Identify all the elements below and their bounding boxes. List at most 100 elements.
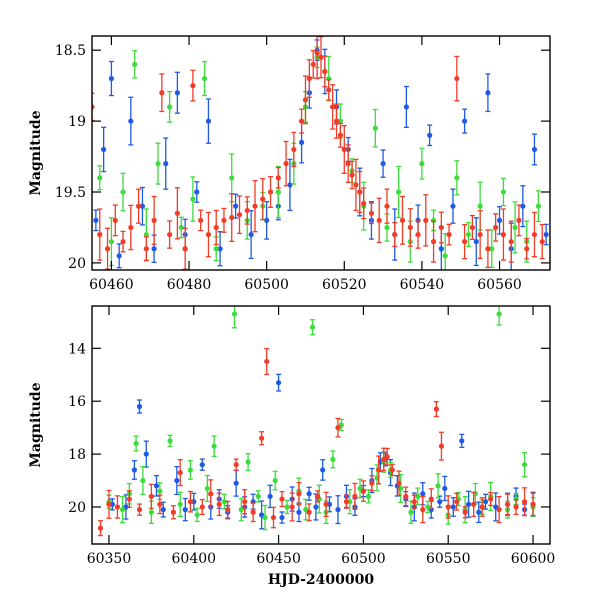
top-point <box>427 124 433 147</box>
top-point <box>159 73 165 113</box>
top-point <box>190 69 196 102</box>
bottom-point <box>289 492 295 522</box>
bottom-point <box>376 455 382 485</box>
bottom-data-points <box>97 306 536 537</box>
bottom-point <box>211 435 217 457</box>
bottom-point <box>187 460 193 480</box>
top-point <box>322 55 328 88</box>
top-point <box>128 96 134 146</box>
bottom-point <box>225 500 231 519</box>
top-point <box>143 236 149 262</box>
bottom-point <box>148 483 154 510</box>
top-point <box>264 200 270 240</box>
bottom-point <box>365 489 372 504</box>
bottom-point <box>335 495 341 525</box>
top-point <box>167 90 173 123</box>
top-point <box>135 188 142 224</box>
top-point <box>508 220 514 263</box>
top-x-tick-label: 60520 <box>322 277 367 293</box>
top-point <box>524 237 530 260</box>
top-point <box>493 213 499 242</box>
top-point <box>384 188 390 224</box>
bottom-point <box>238 497 244 522</box>
top-point <box>275 166 281 189</box>
top-point <box>252 180 258 233</box>
bottom-point <box>284 499 290 515</box>
top-point <box>512 201 518 254</box>
bottom-point <box>157 494 163 515</box>
top-point <box>310 50 316 79</box>
bottom-point <box>459 433 465 448</box>
top-point <box>454 55 460 102</box>
top-point <box>229 193 235 243</box>
bottom-point <box>323 491 329 518</box>
bottom-series-1 <box>106 306 536 531</box>
top-point <box>407 208 413 247</box>
top-point <box>132 50 138 79</box>
top-x-tick-label: 60540 <box>400 277 445 293</box>
bottom-point <box>131 460 138 480</box>
bottom-x-tick-label: 60500 <box>341 551 386 567</box>
bottom-point <box>435 473 441 499</box>
bottom-point <box>160 501 166 518</box>
top-point <box>298 108 305 134</box>
top-point <box>198 209 204 232</box>
top-point <box>430 220 437 263</box>
top-point <box>287 158 293 212</box>
bottom-point <box>267 484 273 509</box>
bottom-point <box>170 505 177 520</box>
bottom-point <box>279 490 285 508</box>
top-point <box>539 223 545 260</box>
bottom-point <box>216 492 222 517</box>
bottom-point <box>233 469 239 497</box>
bottom-point <box>182 497 188 522</box>
top-point <box>139 186 146 226</box>
top-point <box>423 194 429 247</box>
bottom-point <box>454 492 460 511</box>
bottom-point <box>513 498 519 516</box>
top-point <box>419 147 425 180</box>
bottom-point <box>208 479 214 509</box>
bottom-point <box>279 511 285 524</box>
bottom-point <box>335 417 341 438</box>
top-point <box>415 220 421 249</box>
bottom-point <box>187 490 193 513</box>
bottom-y-axis-label: Magnitude <box>28 382 44 467</box>
bottom-point <box>153 474 160 497</box>
top-point <box>326 79 332 101</box>
top-point <box>112 204 118 237</box>
top-point <box>357 170 363 214</box>
bottom-point <box>396 470 402 496</box>
top-point <box>337 122 344 148</box>
bottom-point <box>233 458 239 471</box>
top-point <box>267 176 274 208</box>
bottom-point <box>272 470 278 491</box>
bottom-point <box>445 495 451 519</box>
bottom-point <box>360 480 367 502</box>
top-point <box>306 59 312 98</box>
top-x-tick-label: 60460 <box>89 277 134 293</box>
bottom-y-tick-label: 20 <box>68 500 86 516</box>
top-point <box>104 227 111 270</box>
top-point <box>97 165 103 191</box>
bottom-point <box>296 502 302 523</box>
top-x-tick-label: 60500 <box>244 277 289 293</box>
top-point <box>213 209 219 246</box>
top-point <box>120 230 126 253</box>
top-point <box>438 211 444 244</box>
top-point <box>116 243 122 269</box>
bottom-x-ticks: 60350 60400 60450 60500 60550 60600 <box>87 306 555 567</box>
bottom-point <box>389 463 395 477</box>
top-point <box>469 214 475 241</box>
bottom-point <box>496 496 502 524</box>
top-point <box>167 220 173 249</box>
top-point <box>442 233 448 270</box>
top-point <box>516 204 522 237</box>
top-y-axis-label: Magnitude <box>28 110 44 195</box>
bottom-y-tick-label: 18 <box>68 447 86 463</box>
bottom-point <box>255 490 261 503</box>
bottom-point <box>479 497 485 517</box>
bottom-point <box>488 491 494 507</box>
top-point <box>190 176 196 222</box>
bottom-point <box>450 497 456 517</box>
